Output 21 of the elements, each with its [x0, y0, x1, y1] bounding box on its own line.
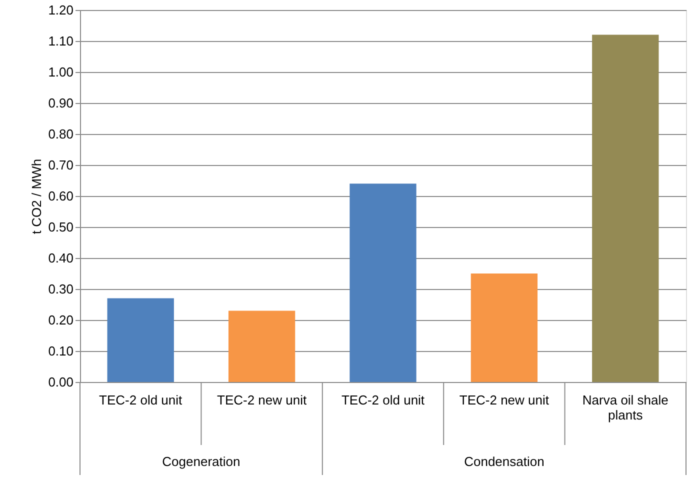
y-tick-label: 1.10 [48, 34, 74, 48]
x-tick-label: TEC-2 old unit [99, 392, 183, 408]
y-tick-label: 0.10 [48, 344, 74, 358]
y-tick-label: 0.30 [48, 282, 74, 296]
y-axis-title: t CO2 / MWh [29, 158, 44, 234]
y-tick-label: 0.20 [48, 312, 74, 328]
y-tick-label: 0.40 [48, 250, 74, 266]
y-tick-label: 1.20 [48, 2, 74, 18]
y-tick-label: 0.50 [48, 220, 74, 234]
text: Condensation [464, 454, 544, 469]
x-tick-label: TEC-2 new unit [217, 392, 307, 408]
y-tick-label: 0.70 [48, 158, 74, 172]
x-tick-label: TEC-2 new unit [459, 392, 550, 408]
text: Cogeneration [162, 454, 240, 469]
x-tick-label: Narva oil shale plants [582, 392, 668, 422]
y-tick-label: 0.60 [48, 188, 74, 204]
y-tick-label: 0.80 [48, 126, 74, 142]
y-tick-label: 1.00 [48, 64, 74, 80]
y-tick-label: 0.90 [48, 96, 74, 110]
y-tick-label: 0.00 [48, 374, 74, 390]
x-tick-label: TEC-2 old unit [341, 392, 425, 408]
